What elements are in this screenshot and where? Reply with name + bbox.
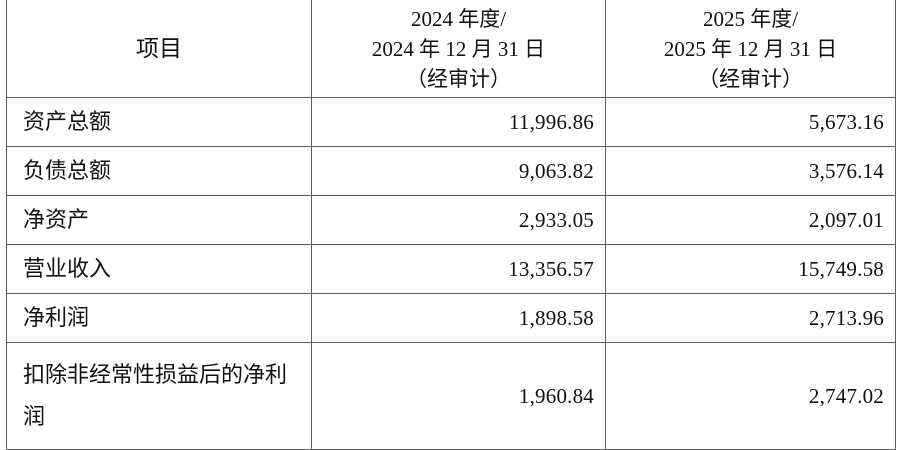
row-label-net-profit: 净利润: [6, 293, 312, 343]
row-label-text: 营业收入: [23, 256, 112, 281]
column-header-item: 项目: [6, 0, 312, 98]
column-header-fy2025: 2025 年度/ 2025 年 12 月 31 日 （经审计）: [605, 0, 896, 98]
table-header: 项目 2024 年度/ 2024 年 12 月 31 日 （经审计） 2025 …: [6, 0, 896, 98]
row-label-text: 净资产: [23, 207, 90, 232]
table-row: 资产总额 11,996.86 5,673.16: [6, 97, 896, 147]
cell-net-profit-excl-nonrecurring-fy2025: 2,747.02: [605, 342, 896, 450]
cell-operating-revenue-fy2024: 13,356.57: [311, 244, 606, 294]
financial-table-container: 项目 2024 年度/ 2024 年 12 月 31 日 （经审计） 2025 …: [6, 0, 896, 450]
cell-net-assets-fy2024: 2,933.05: [311, 195, 606, 245]
column-header-fy2025-line-3: （经审计）: [698, 66, 803, 91]
cell-net-assets-fy2025: 2,097.01: [605, 195, 896, 245]
column-header-fy2024: 2024 年度/ 2024 年 12 月 31 日 （经审计）: [311, 0, 606, 98]
row-label-net-profit-excl-nonrecurring: 扣除非经常性损益后的净利润: [6, 342, 312, 450]
row-label-text: 净利润: [23, 305, 90, 330]
financial-summary-table: 项目 2024 年度/ 2024 年 12 月 31 日 （经审计） 2025 …: [6, 0, 896, 450]
row-label-total-assets: 资产总额: [6, 97, 312, 147]
row-label-text: 资产总额: [23, 109, 112, 134]
row-label-net-assets: 净资产: [6, 195, 312, 245]
row-label-text: 负债总额: [23, 158, 112, 183]
table-row: 净利润 1,898.58 2,713.96: [6, 293, 896, 343]
cell-net-profit-excl-nonrecurring-fy2024: 1,960.84: [311, 342, 606, 450]
column-header-fy2024-line-3: （经审计）: [406, 66, 511, 91]
table-body: 资产总额 11,996.86 5,673.16 负债总额 9,063.82 3,…: [6, 97, 896, 450]
column-header-item-line-1: 项目: [136, 35, 182, 61]
table-row: 营业收入 13,356.57 15,749.58: [6, 244, 896, 294]
table-row: 净资产 2,933.05 2,097.01: [6, 195, 896, 245]
cell-total-assets-fy2025: 5,673.16: [605, 97, 896, 147]
cell-total-liabilities-fy2024: 9,063.82: [311, 146, 606, 196]
cell-total-liabilities-fy2025: 3,576.14: [605, 146, 896, 196]
header-row: 项目 2024 年度/ 2024 年 12 月 31 日 （经审计） 2025 …: [6, 0, 896, 98]
column-header-fy2025-lines: 2025 年度/ 2025 年 12 月 31 日 （经审计）: [606, 4, 895, 94]
row-label-operating-revenue: 营业收入: [6, 244, 312, 294]
row-label-text: 扣除非经常性损益后的净利润: [23, 362, 288, 429]
column-header-fy2024-line-1: 2024 年度/: [410, 6, 507, 31]
column-header-fy2024-line-2: 2024 年 12 月 31 日: [371, 36, 546, 61]
cell-operating-revenue-fy2025: 15,749.58: [605, 244, 896, 294]
table-row: 负债总额 9,063.82 3,576.14: [6, 146, 896, 196]
cell-net-profit-fy2025: 2,713.96: [605, 293, 896, 343]
cell-total-assets-fy2024: 11,996.86: [311, 97, 606, 147]
cell-net-profit-fy2024: 1,898.58: [311, 293, 606, 343]
table-row: 扣除非经常性损益后的净利润 1,960.84 2,747.02: [6, 342, 896, 450]
column-header-fy2024-lines: 2024 年度/ 2024 年 12 月 31 日 （经审计）: [312, 4, 605, 94]
row-label-total-liabilities: 负债总额: [6, 146, 312, 196]
column-header-fy2025-line-2: 2025 年 12 月 31 日: [663, 36, 838, 61]
column-header-item-lines: 项目: [7, 34, 311, 64]
column-header-fy2025-line-1: 2025 年度/: [702, 6, 799, 31]
